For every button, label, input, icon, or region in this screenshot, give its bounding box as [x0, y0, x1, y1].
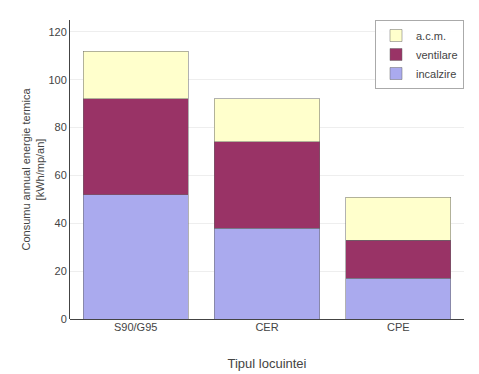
svg-text:100: 100: [48, 74, 66, 86]
svg-text:incalzire: incalzire: [416, 68, 456, 80]
svg-text:a.c.m.: a.c.m.: [416, 30, 446, 42]
svg-text:40: 40: [55, 217, 67, 229]
svg-text:CPE: CPE: [387, 321, 410, 333]
svg-text:120: 120: [48, 26, 66, 38]
svg-text:80: 80: [55, 121, 67, 133]
svg-text:Tipul locuintei: Tipul locuintei: [227, 356, 306, 371]
svg-text:20: 20: [55, 265, 67, 277]
svg-text:60: 60: [55, 169, 67, 181]
svg-text:Consumu annual energie termica: Consumu annual energie termica[kWh/mp/an…: [20, 88, 46, 251]
svg-text:ventilare: ventilare: [416, 49, 458, 61]
svg-text:S90/G95: S90/G95: [114, 321, 157, 333]
svg-text:CER: CER: [255, 321, 278, 333]
svg-text:0: 0: [61, 313, 67, 325]
